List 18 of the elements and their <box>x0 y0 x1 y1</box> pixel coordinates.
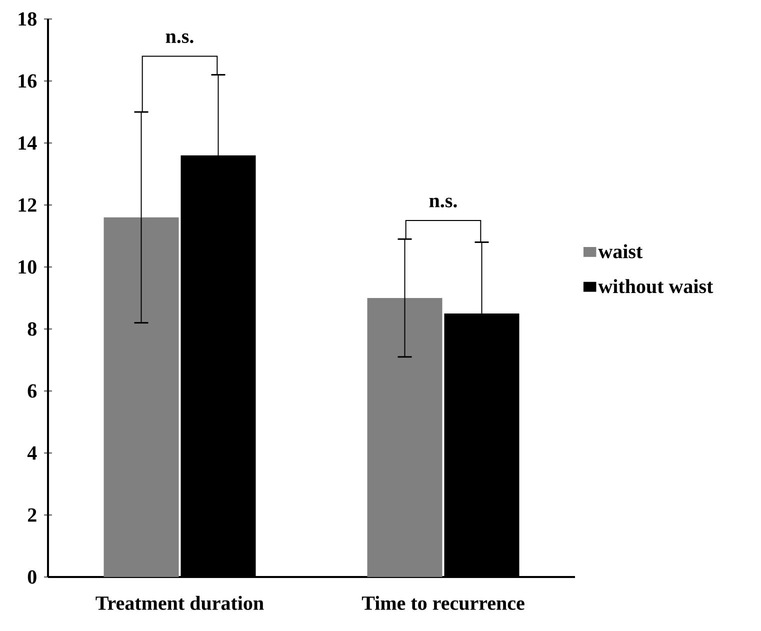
annotation: n.s. <box>429 198 457 208</box>
y-tick-label: 8 <box>28 322 36 336</box>
y-tick-label: 18 <box>18 12 36 26</box>
x-tick-label: Time to recurrence <box>362 596 524 610</box>
y-tick-label: 0 <box>28 570 36 584</box>
y-tick-label: 16 <box>18 74 37 88</box>
x-tick-label: Treatment duration <box>96 596 264 610</box>
y-tick-label: 12 <box>18 198 36 212</box>
bar <box>367 298 442 577</box>
y-tick-label: 6 <box>28 384 37 398</box>
bar <box>104 217 179 577</box>
legend-label: waist <box>598 244 643 258</box>
y-tick-label: 10 <box>18 260 36 274</box>
y-tick-label: 2 <box>28 508 36 522</box>
annotation: n.s. <box>166 33 194 44</box>
y-tick-label: 14 <box>18 136 37 150</box>
legend-label: without waist <box>598 279 714 294</box>
y-tick-label: 4 <box>27 446 37 460</box>
